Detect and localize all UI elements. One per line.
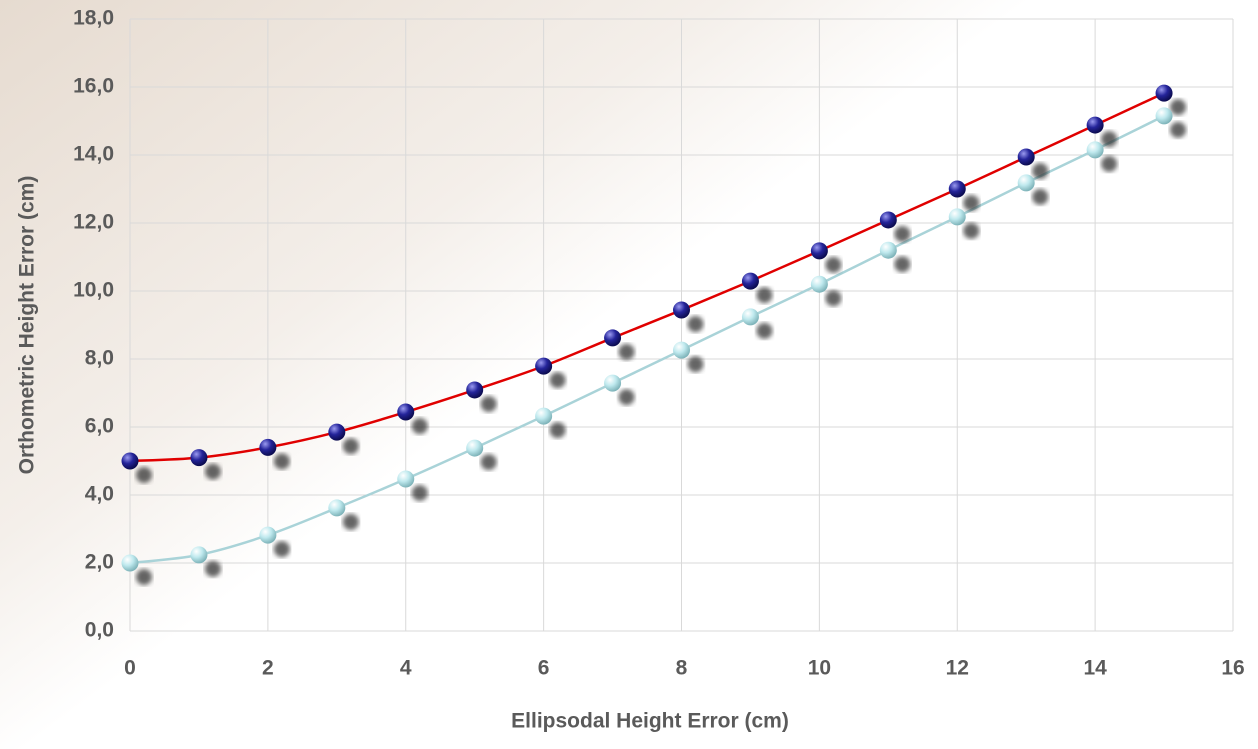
- marker-shadow: [273, 541, 290, 558]
- marker: [397, 470, 415, 488]
- marker-shadow: [963, 195, 980, 211]
- y-tick-label: 14,0: [73, 143, 114, 166]
- marker-shadow: [411, 485, 428, 502]
- marker: [535, 357, 553, 375]
- series-line: [129, 91, 1165, 463]
- marker-shadow: [894, 256, 911, 273]
- marker-shadow: [1170, 121, 1187, 138]
- marker: [879, 241, 897, 259]
- marker: [1155, 107, 1173, 125]
- y-tick-label: 8,0: [85, 347, 114, 370]
- marker: [673, 341, 690, 359]
- y-tick-label: 2,0: [85, 551, 114, 574]
- y-tick-label: 0,0: [85, 619, 114, 642]
- marker-shadow: [756, 322, 773, 339]
- marker: [1086, 116, 1104, 134]
- marker: [535, 407, 553, 425]
- marker: [259, 526, 277, 544]
- marker-shadow: [618, 343, 635, 360]
- marker-shadow: [549, 422, 566, 439]
- marker: [1155, 84, 1173, 102]
- y-tick-label: 4,0: [85, 483, 114, 506]
- marker-shadow: [342, 513, 359, 530]
- x-tick-label: 0: [124, 657, 136, 680]
- marker-shadow: [480, 395, 497, 412]
- marker-shadow: [687, 356, 704, 373]
- y-tick-label: 10,0: [73, 279, 114, 302]
- marker: [466, 381, 484, 399]
- y-axis-label: Orthometric Height Error (cm): [16, 176, 39, 475]
- marker: [810, 275, 828, 293]
- x-tick-label: 8: [676, 657, 688, 680]
- marker: [466, 439, 484, 457]
- x-tick-label: 2: [262, 657, 274, 680]
- marker-shadow: [204, 560, 221, 577]
- x-tick-label: 10: [808, 657, 831, 680]
- marker: [190, 546, 208, 564]
- marker-shadow: [825, 290, 842, 307]
- x-tick-label: 6: [538, 657, 550, 680]
- marker-shadow: [963, 222, 980, 239]
- marker-shadow: [273, 453, 290, 470]
- x-tick-label: 4: [400, 657, 412, 680]
- series-line: [129, 114, 1165, 565]
- marker-shadow: [756, 287, 773, 304]
- marker: [121, 452, 139, 470]
- marker-shadow: [136, 569, 152, 585]
- marker-shadow: [549, 372, 566, 389]
- marker: [1086, 141, 1104, 159]
- marker-shadow: [1032, 163, 1049, 180]
- marker: [259, 438, 277, 456]
- marker-shadow: [825, 256, 842, 273]
- x-axis-label: Ellipsodal Height Error (cm): [511, 710, 789, 733]
- marker: [879, 211, 897, 229]
- marker-shadow: [342, 438, 359, 455]
- x-tick-label: 14: [1083, 657, 1107, 680]
- marker: [604, 329, 622, 347]
- marker: [948, 208, 966, 226]
- marker-shadow: [480, 454, 497, 471]
- marker: [741, 308, 759, 326]
- marker-shadow: [204, 463, 221, 480]
- marker: [328, 499, 346, 517]
- marker-shadow: [1170, 99, 1187, 116]
- marker: [741, 272, 759, 290]
- marker: [397, 403, 415, 421]
- marker: [1017, 148, 1035, 166]
- marker: [190, 449, 208, 467]
- marker-shadow: [1101, 131, 1118, 148]
- marker-shadow: [411, 418, 428, 435]
- x-tick-label: 12: [946, 657, 969, 680]
- marker-shadow: [136, 467, 152, 483]
- y-tick-label: 18,0: [73, 7, 114, 30]
- marker-shadow: [894, 225, 911, 242]
- y-tick-label: 12,0: [73, 211, 114, 234]
- marker: [673, 301, 690, 319]
- marker: [948, 180, 966, 198]
- marker: [810, 242, 828, 260]
- y-tick-label: 6,0: [85, 415, 114, 438]
- marker-shadow: [1032, 188, 1049, 205]
- marker-shadow: [618, 389, 635, 406]
- marker-shadow: [687, 316, 704, 333]
- marker: [328, 423, 346, 441]
- marker-shadow: [1101, 155, 1118, 172]
- marker: [604, 374, 622, 392]
- marker: [121, 554, 139, 572]
- marker: [1017, 174, 1035, 192]
- x-tick-label: 16: [1221, 657, 1244, 680]
- y-tick-label: 16,0: [73, 75, 114, 98]
